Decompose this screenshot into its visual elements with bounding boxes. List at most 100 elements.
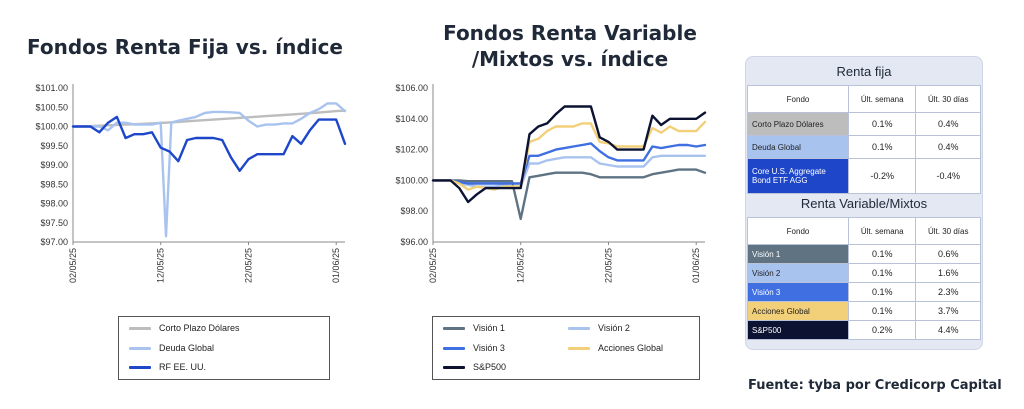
fixed-income-table: Fondo Últ. semana Últ. 30 días Corto Pla…	[747, 85, 981, 194]
week-return: 0.1%	[847, 135, 917, 159]
week-return: 0.1%	[847, 301, 917, 321]
legend-label: Acciones Global	[598, 343, 664, 353]
week-return: 0.1%	[847, 112, 917, 136]
table-header-row: Fondo Últ. semana Últ. 30 días	[747, 217, 981, 245]
performance-tables-panel: Renta fija Fondo Últ. semana Últ. 30 día…	[745, 56, 983, 350]
legend-fixed-income: Corto Plazo Dólares Deuda Global RF EE. …	[118, 316, 330, 380]
month-return: 0.4%	[915, 135, 981, 159]
month-return: 0.6%	[915, 244, 981, 264]
fund-name: Acciones Global	[747, 301, 849, 321]
fund-name: Corto Plazo Dólares	[747, 112, 849, 136]
y-tick-label: $102.00	[395, 145, 428, 155]
chart-title-line-2: /Mixtos vs. índice	[471, 47, 669, 71]
table-row: S&P500 0.2% 4.4%	[747, 320, 981, 340]
y-tick-label: $98.50	[40, 179, 68, 189]
y-tick-label: $99.50	[40, 141, 68, 151]
table-row: Visión 2 0.1% 1.6%	[747, 263, 981, 283]
table-title-variable-income: Renta Variable/Mixtos	[800, 196, 928, 211]
month-return: 4.4%	[915, 320, 981, 340]
legend-label: Deuda Global	[159, 343, 215, 353]
table-row: Visión 1 0.1% 0.6%	[747, 244, 981, 264]
legend-item-rf-eeuu: RF EE. UU.	[129, 362, 206, 372]
series-line-rf-ee-uu-	[71, 115, 347, 173]
header-month: Últ. 30 días	[915, 217, 981, 245]
y-tick-label: $98.00	[40, 199, 68, 209]
x-tick-label: 22/05/25	[603, 248, 613, 283]
y-tick-label: $106.00	[395, 83, 428, 93]
x-tick-label: 02/05/25	[68, 248, 78, 283]
month-return: 2.3%	[915, 282, 981, 302]
fixed-income-line-chart: $97.00 $97.50 $98.00 $98.50 $99.00 $99.50 $100…	[35, 83, 347, 283]
fund-name: Visión 1	[747, 244, 849, 264]
series-line-visi-n-3	[431, 142, 707, 185]
month-return: -0.4%	[915, 158, 981, 194]
table-row: Visión 3 0.1% 2.3%	[747, 282, 981, 302]
y-tick-label: $100.00	[35, 122, 68, 132]
variable-income-line-chart: $96.00 $98.00 $100.00 $102.00 $104.00 $106.00…	[395, 83, 707, 283]
x-tick-label: 01/06/25	[331, 248, 341, 283]
chart-title-variable-income: Fondos Renta Variable /Mixtos vs. índice	[430, 20, 710, 72]
legend-swatch	[443, 326, 465, 330]
y-tick-label: $97.50	[40, 218, 68, 228]
legend-swatch	[443, 346, 465, 350]
legend-swatch	[568, 326, 590, 330]
week-return: 0.1%	[847, 263, 917, 283]
legend-swatch	[129, 346, 151, 350]
fund-name: S&P500	[747, 320, 849, 340]
legend-item-corto-plazo: Corto Plazo Dólares	[129, 323, 240, 333]
week-return: 0.1%	[847, 282, 917, 302]
month-return: 0.4%	[915, 112, 981, 136]
legend-item-acciones-global: Acciones Global	[568, 343, 663, 353]
series-line-s-p500	[431, 105, 707, 204]
legend-label: RF EE. UU.	[159, 362, 207, 372]
x-tick-label: 12/05/25	[156, 248, 166, 283]
header-week: Últ. semana	[847, 85, 917, 113]
legend-label: Visión 1	[473, 323, 505, 333]
fund-name: Core U.S. Aggregate Bond ETF AGG	[747, 158, 849, 194]
table-row: Deuda Global 0.1% 0.4%	[747, 135, 981, 159]
legend-swatch	[443, 365, 465, 369]
legend-variable-income: Visión 1 Visión 2 Visión 3 Acciones Glob…	[432, 316, 700, 380]
y-tick-label: $104.00	[395, 114, 428, 124]
legend-swatch	[129, 365, 151, 369]
fund-name: Visión 3	[747, 282, 849, 302]
week-return: -0.2%	[847, 158, 917, 194]
table-header-row: Fondo Últ. semana Últ. 30 días	[747, 85, 981, 113]
table-row: Core U.S. Aggregate Bond ETF AGG -0.2% -…	[747, 158, 981, 194]
legend-label: Corto Plazo Dólares	[159, 323, 240, 333]
variable-income-table: Fondo Últ. semana Últ. 30 días Visión 1 …	[747, 217, 981, 340]
x-tick-label: 02/05/25	[428, 248, 438, 283]
month-return: 3.7%	[915, 301, 981, 321]
y-tick-label: $100.00	[395, 175, 428, 185]
month-return: 1.6%	[915, 263, 981, 283]
y-tick-label: $99.00	[40, 160, 68, 170]
fund-name: Visión 2	[747, 263, 849, 283]
y-tick-label: $98.00	[400, 206, 428, 216]
legend-label: Visión 3	[473, 343, 505, 353]
legend-swatch	[129, 326, 151, 330]
x-tick-label: 01/06/25	[691, 248, 701, 283]
header-month: Últ. 30 días	[915, 85, 981, 113]
legend-label: S&P500	[473, 362, 507, 372]
chart-title-line-1: Fondos Renta Variable	[443, 21, 697, 45]
series-line-deuda-global	[71, 102, 347, 238]
header-week: Últ. semana	[847, 217, 917, 245]
legend-item-sp500: S&P500	[443, 362, 506, 372]
header-fund: Fondo	[747, 85, 849, 113]
x-tick-label: 22/05/25	[243, 248, 253, 283]
legend-item-vision-1: Visión 1	[443, 323, 505, 333]
header-fund: Fondo	[747, 217, 849, 245]
fund-name: Deuda Global	[747, 135, 849, 159]
chart-title-fixed-income: Fondos Renta Fija vs. índice	[27, 35, 343, 59]
y-tick-label: $100.50	[35, 102, 68, 112]
week-return: 0.1%	[847, 244, 917, 264]
series-line-acciones-global	[431, 120, 707, 191]
table-title-fixed-income: Renta fija	[836, 64, 892, 79]
y-tick-label: $96.00	[400, 237, 428, 247]
legend-swatch	[568, 346, 590, 350]
table-row: Corto Plazo Dólares 0.1% 0.4%	[747, 112, 981, 136]
y-tick-label: $101.00	[35, 83, 68, 93]
legend-item-deuda-global: Deuda Global	[129, 343, 214, 353]
legend-item-vision-2: Visión 2	[568, 323, 630, 333]
series-line-visi-n-1	[431, 168, 707, 221]
